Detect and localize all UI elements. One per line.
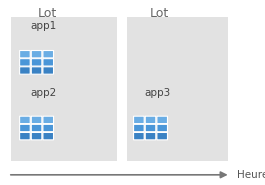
Bar	[11, 17, 117, 161]
FancyBboxPatch shape	[20, 67, 30, 74]
FancyBboxPatch shape	[31, 51, 42, 58]
Text: Lot: Lot	[38, 7, 57, 20]
FancyBboxPatch shape	[31, 59, 42, 66]
FancyBboxPatch shape	[134, 116, 144, 124]
FancyBboxPatch shape	[20, 51, 30, 58]
FancyBboxPatch shape	[31, 116, 42, 124]
FancyBboxPatch shape	[43, 67, 54, 74]
FancyBboxPatch shape	[157, 116, 167, 124]
FancyBboxPatch shape	[20, 132, 30, 140]
Text: app3: app3	[144, 88, 171, 98]
FancyBboxPatch shape	[31, 67, 42, 74]
Text: Heure: Heure	[237, 170, 265, 180]
FancyBboxPatch shape	[20, 124, 30, 132]
FancyBboxPatch shape	[43, 51, 54, 58]
Bar	[127, 17, 228, 161]
FancyBboxPatch shape	[20, 116, 30, 124]
FancyBboxPatch shape	[43, 132, 54, 140]
FancyBboxPatch shape	[134, 132, 144, 140]
FancyBboxPatch shape	[145, 132, 156, 140]
Text: Lot: Lot	[149, 7, 169, 20]
FancyBboxPatch shape	[43, 124, 54, 132]
FancyBboxPatch shape	[20, 59, 30, 66]
FancyBboxPatch shape	[157, 124, 167, 132]
FancyBboxPatch shape	[31, 132, 42, 140]
FancyBboxPatch shape	[134, 124, 144, 132]
FancyBboxPatch shape	[145, 124, 156, 132]
Text: app2: app2	[30, 88, 57, 98]
FancyBboxPatch shape	[157, 132, 167, 140]
FancyBboxPatch shape	[43, 59, 54, 66]
FancyBboxPatch shape	[31, 124, 42, 132]
Text: app1: app1	[30, 21, 57, 31]
FancyBboxPatch shape	[145, 116, 156, 124]
FancyBboxPatch shape	[43, 116, 54, 124]
